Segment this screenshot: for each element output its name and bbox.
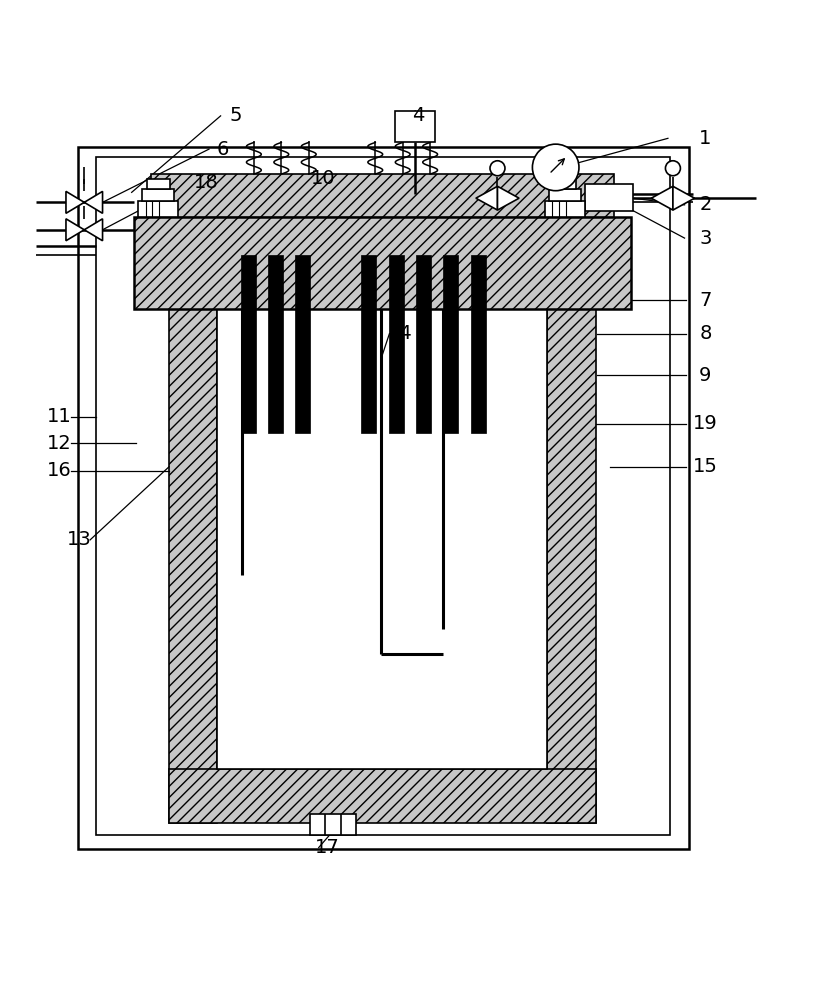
Text: 12: 12 (47, 434, 72, 453)
Text: 19: 19 (692, 414, 716, 433)
Text: 18: 18 (194, 173, 218, 192)
Bar (310, 814, 355, 835)
Polygon shape (497, 186, 518, 210)
Circle shape (489, 161, 504, 176)
Bar (395, 111, 435, 142)
Polygon shape (672, 186, 694, 210)
Circle shape (665, 161, 680, 176)
Bar (360, 255, 375, 433)
Text: 4: 4 (412, 106, 424, 125)
Text: 5: 5 (229, 106, 242, 125)
Text: 8: 8 (698, 324, 711, 343)
Bar (96, 157, 669, 835)
Bar (415, 255, 431, 433)
Text: 7: 7 (698, 291, 711, 310)
Text: 17: 17 (314, 838, 339, 857)
Bar (388, 255, 403, 433)
Bar (443, 255, 458, 433)
Bar (295, 255, 310, 433)
Text: 10: 10 (310, 169, 334, 188)
Bar (547, 295, 595, 823)
Polygon shape (476, 186, 497, 210)
Bar (584, 184, 632, 211)
Polygon shape (66, 219, 84, 241)
Bar (78, 147, 688, 849)
Bar (134, 217, 630, 309)
Bar (548, 189, 580, 201)
Text: 11: 11 (47, 407, 72, 426)
Polygon shape (66, 191, 84, 213)
Bar (268, 255, 283, 433)
Text: 13: 13 (67, 530, 91, 549)
Bar (138, 201, 178, 217)
Text: 1: 1 (698, 129, 711, 148)
Circle shape (532, 144, 579, 191)
Bar (471, 255, 485, 433)
Text: 14: 14 (387, 324, 412, 343)
Text: 9: 9 (698, 366, 711, 385)
Bar (544, 201, 584, 217)
Polygon shape (84, 191, 103, 213)
Text: 2: 2 (698, 195, 711, 214)
Bar (150, 174, 613, 217)
Bar (146, 179, 170, 189)
Bar (217, 295, 547, 769)
Bar (240, 255, 255, 433)
Text: 3: 3 (698, 229, 711, 248)
Bar (142, 189, 174, 201)
Text: 15: 15 (692, 457, 717, 476)
Bar (169, 295, 217, 823)
Text: 16: 16 (47, 461, 72, 480)
Text: 6: 6 (217, 140, 229, 159)
Bar (169, 769, 595, 823)
Polygon shape (84, 219, 103, 241)
Bar (553, 179, 576, 189)
Polygon shape (650, 186, 672, 210)
